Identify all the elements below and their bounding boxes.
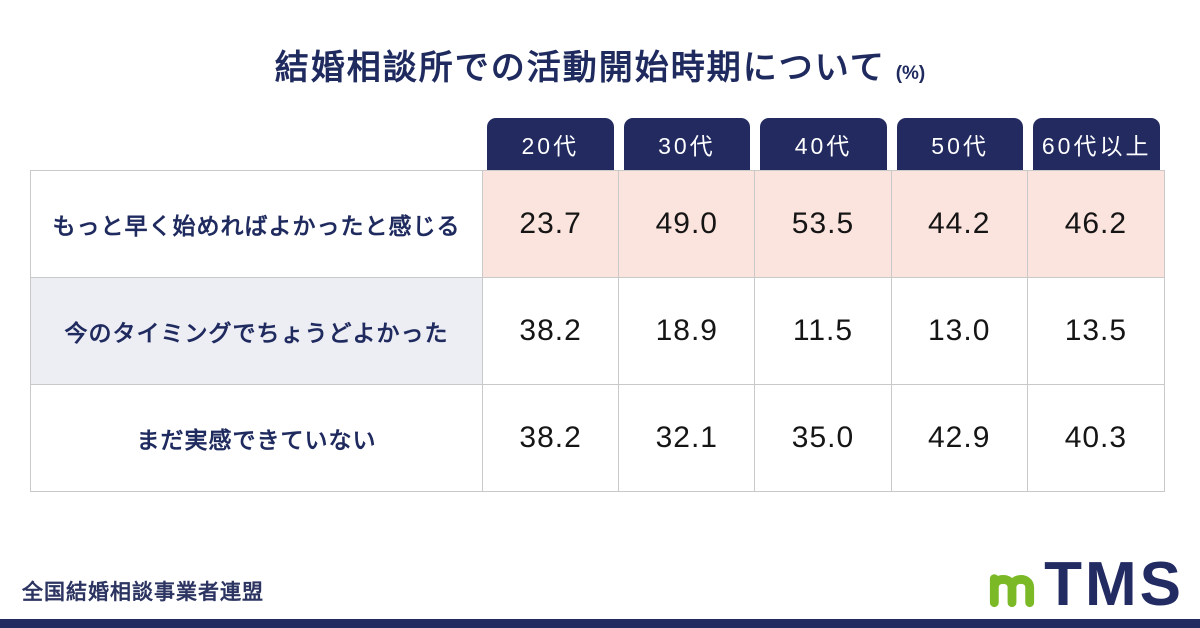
table-cell: 32.1 — [619, 385, 756, 491]
table-cell: 11.5 — [755, 278, 892, 384]
column-header-50s: 50代 — [896, 118, 1024, 170]
table-cell: 13.5 — [1064, 314, 1128, 347]
tms-logo: TMS — [986, 554, 1184, 616]
row-label: まだ実感できていない — [31, 385, 483, 491]
table-cell: 53.5 — [755, 171, 892, 277]
table-cell: 40.3 — [1064, 421, 1128, 454]
table-cell: 44.2 — [891, 171, 1028, 277]
column-header-60s-plus: 60代以上 — [1033, 118, 1160, 170]
table-cell: 42.9 — [892, 385, 1028, 491]
table-cell: 18.9 — [619, 278, 756, 384]
source-text: 全国結婚相談事業者連盟 — [22, 581, 264, 604]
table-cell: 23.7 — [483, 171, 620, 277]
table-cell: 49.0 — [619, 171, 756, 277]
column-header-30s: 30代 — [623, 118, 751, 170]
table-body: もっと早く始めればよかったと感じる 23.7 49.0 53.5 44.2 46… — [30, 170, 1165, 492]
column-header-40s: 40代 — [760, 118, 887, 170]
table-row: 今のタイミングでちょうどよかった 38.2 18.9 11.5 13.0 13.… — [31, 278, 1164, 385]
column-header-20s: 20代 — [487, 118, 614, 170]
table-row: もっと早く始めればよかったと感じる 23.7 49.0 53.5 44.2 46… — [31, 171, 1164, 278]
row-label: もっと早く始めればよかったと感じる — [31, 171, 483, 277]
header-spacer — [30, 118, 482, 170]
chart-title: 結婚相談所での活動開始時期について — [274, 49, 886, 87]
table-cell: 38.2 — [483, 278, 620, 384]
table-cell: 38.2 — [483, 385, 620, 491]
logo-m-icon — [986, 561, 1038, 609]
logo-text: TMS — [1044, 550, 1184, 619]
unit-label: (%) — [895, 63, 926, 84]
data-table: 20代 30代 40代 50代 60代以上 もっと早く始めればよかったと感じる … — [30, 118, 1165, 492]
bottom-accent-bar — [0, 619, 1200, 628]
row-label: 今のタイミングでちょうどよかった — [31, 278, 483, 384]
table-cell: 46.2 — [1027, 171, 1164, 277]
table-header-row: 20代 30代 40代 50代 60代以上 — [30, 118, 1165, 170]
page-title: 結婚相談所での活動開始時期について (%) — [0, 40, 1200, 89]
table-row: まだ実感できていない 38.2 32.1 35.0 42.9 40.3 — [31, 385, 1164, 491]
table-cell: 13.0 — [892, 278, 1028, 384]
table-cell: 35.0 — [755, 385, 892, 491]
